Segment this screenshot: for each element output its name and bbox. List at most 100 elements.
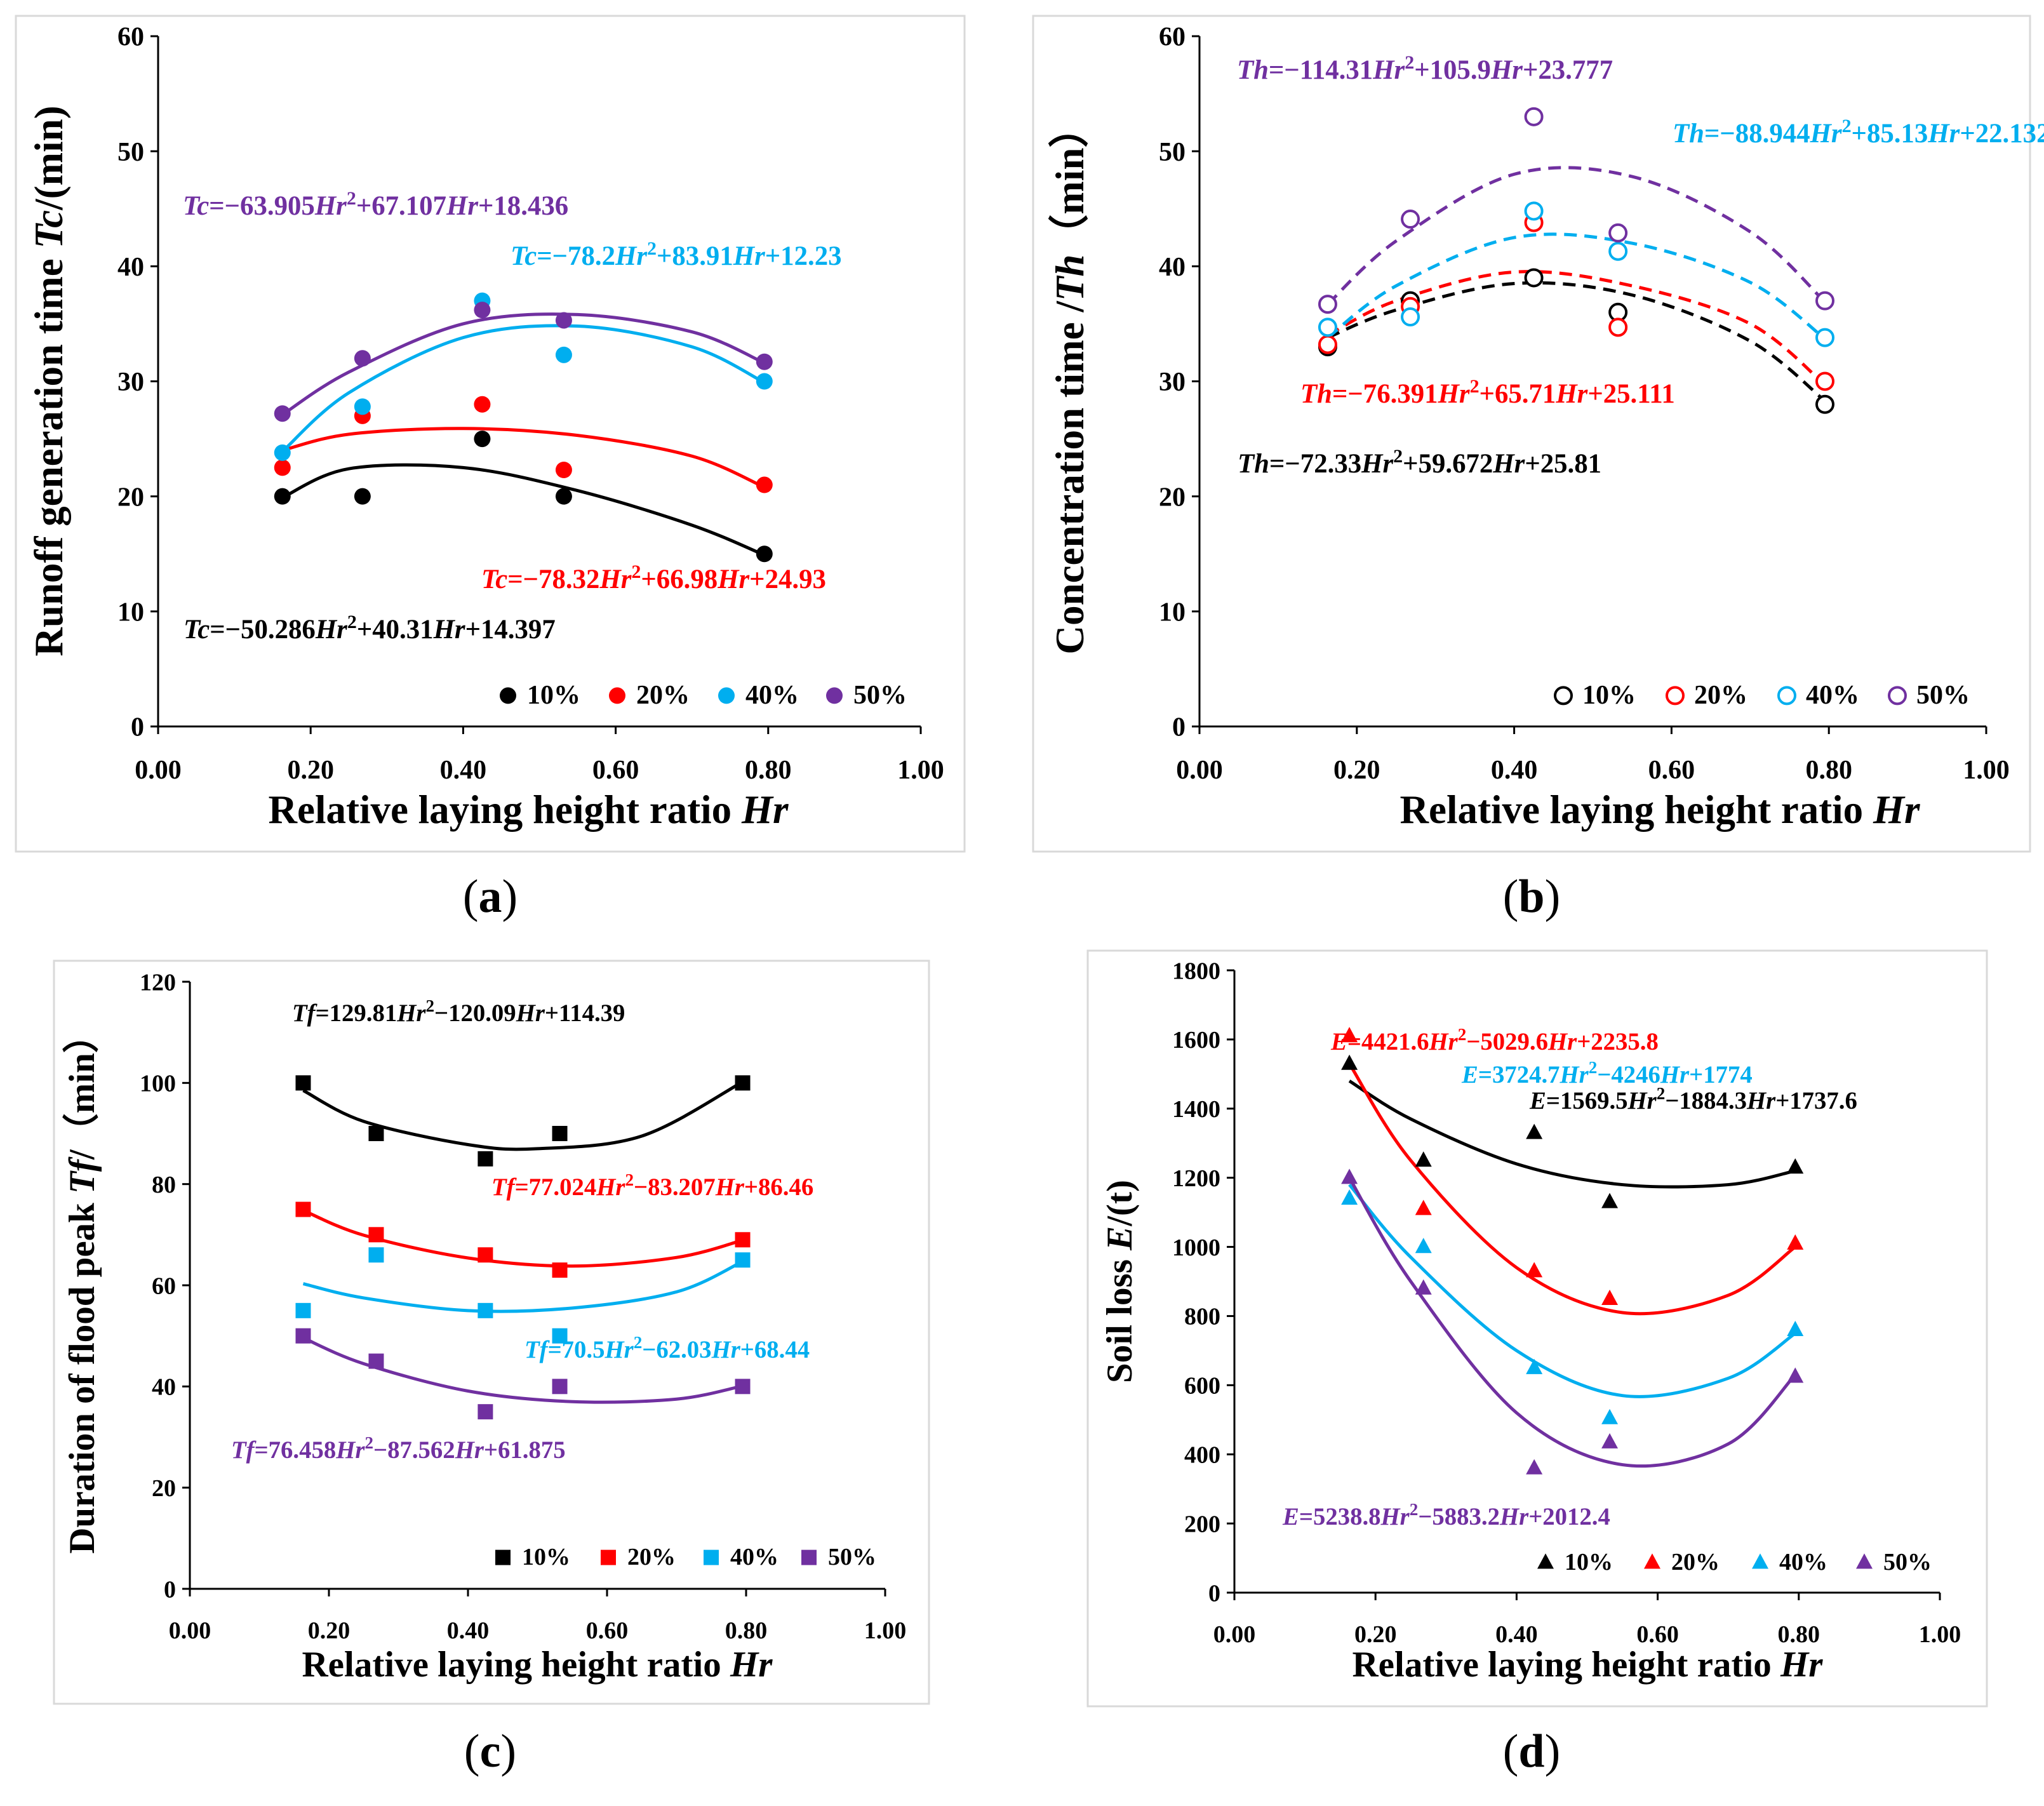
x-tick-label: 1.00 — [864, 1617, 907, 1644]
data-point — [274, 444, 291, 461]
chart-d-svg: 0 200 400 600 800 1000 1200 1400 1600 1800 0.00 0.2… — [1086, 949, 1988, 1708]
x-tick-label: 0.80 — [1805, 756, 1852, 785]
fit-equation: Th=−88.944Hr2+85.13Hr+22.132 — [1673, 116, 2044, 149]
data-point — [368, 1247, 384, 1263]
data-point — [1524, 268, 1544, 288]
data-point — [735, 1379, 751, 1395]
y-tick-label: 1000 — [1172, 1234, 1220, 1261]
data-point — [354, 398, 371, 415]
data-point — [474, 431, 491, 448]
x-tick-label: 0.00 — [169, 1617, 211, 1644]
data-point — [552, 1262, 568, 1278]
chart-a-svg: 0 10 20 30 40 50 60 0.00 0.20 0.40 0.60 0.80 1.00 Run… — [15, 15, 966, 853]
legend-label: 40% — [1779, 1549, 1827, 1575]
fit-curve — [1326, 270, 1826, 386]
data-point — [1318, 335, 1337, 354]
legend-marker — [1537, 1553, 1554, 1569]
data-point — [368, 1126, 384, 1141]
legend-label: 20% — [1694, 681, 1747, 710]
fit-curve — [1347, 1062, 1796, 1316]
data-point — [1608, 241, 1628, 261]
y-tick-label: 800 — [1184, 1304, 1220, 1330]
data-point — [1401, 210, 1420, 229]
data-point — [295, 1328, 311, 1344]
chart-frame — [53, 960, 930, 1705]
legend-marker — [500, 687, 516, 704]
chart-panel-c: 0 20 40 60 80 100 120 0.00 0.20 0.40 0.60 0.80 1.00 D… — [53, 960, 930, 1705]
y-tick-label: 100 — [140, 1071, 176, 1097]
y-axis-title: Duration of flood peak Tf/（min） — [62, 1017, 102, 1554]
x-tick-label: 0.40 — [447, 1617, 490, 1644]
x-tick-label: 0.20 — [287, 756, 334, 785]
data-point — [1415, 1200, 1432, 1215]
x-tick-label: 1.00 — [1963, 756, 2010, 785]
x-tick-label: 0.20 — [1354, 1621, 1397, 1648]
y-axis-title: Runoff generation time Tc/(min) — [27, 105, 71, 656]
data-point — [1526, 1459, 1543, 1475]
y-tick-label: 60 — [117, 23, 144, 52]
x-tick-label: 0.40 — [1491, 756, 1538, 785]
legend-marker — [609, 687, 625, 704]
legend-marker — [601, 1549, 616, 1565]
data-point — [1341, 1054, 1358, 1070]
data-point — [756, 373, 773, 390]
data-point — [274, 405, 291, 422]
data-point — [1815, 328, 1835, 347]
legend-label: 10% — [1565, 1549, 1613, 1575]
x-tick-label: 0.00 — [135, 756, 182, 785]
x-tick-label: 0.80 — [745, 756, 792, 785]
data-point — [1815, 371, 1835, 391]
legend-label: 40% — [730, 1544, 778, 1570]
x-tick-label: 0.80 — [725, 1617, 768, 1644]
data-point — [552, 1126, 568, 1141]
fit-curve — [281, 324, 765, 453]
data-point — [756, 476, 773, 493]
data-point — [1787, 1367, 1804, 1383]
fit-curve — [1348, 1183, 1796, 1398]
data-point — [478, 1247, 493, 1263]
data-point — [1526, 1123, 1543, 1139]
x-tick-label: 0.00 — [1176, 756, 1223, 785]
chart-panel-b: 0 10 20 30 40 50 60 0.00 0.20 0.40 0.60 0.80 1.00 Con… — [1032, 15, 2044, 853]
fit-equation: Tc=−78.2Hr2+83.91Hr+12.23 — [511, 238, 842, 272]
legend-marker — [826, 687, 843, 704]
y-tick-label: 20 — [1159, 483, 1186, 512]
x-tick-label: 0.40 — [1495, 1621, 1538, 1648]
data-point — [1815, 291, 1835, 311]
fit-curve — [1326, 166, 1826, 305]
legend-marker — [1777, 686, 1796, 706]
data-point — [478, 1151, 493, 1167]
y-axis-title: Soil loss E/(t) — [1100, 1180, 1140, 1383]
fit-equation: E=4421.6Hr2−5029.6Hr+2235.8 — [1330, 1025, 1659, 1055]
chart-frame — [1086, 949, 1988, 1708]
data-point — [1608, 223, 1628, 243]
data-point — [295, 1201, 311, 1217]
y-tick-label: 1800 — [1172, 958, 1220, 984]
y-tick-label: 30 — [1159, 368, 1186, 397]
data-point — [295, 1075, 311, 1091]
data-point — [1401, 307, 1420, 327]
x-axis-title: Relative laying height ratio Hr — [1400, 787, 1920, 832]
fit-curve — [1348, 1080, 1796, 1189]
fit-equation: Tc=−78.32Hr2+66.98Hr+24.93 — [481, 561, 826, 595]
y-tick-label: 30 — [117, 368, 144, 397]
data-point — [756, 353, 773, 370]
data-point — [552, 1379, 568, 1395]
fit-equation: Tc=−63.905Hr2+67.107Hr+18.436 — [183, 188, 568, 222]
y-tick-label: 80 — [152, 1172, 176, 1198]
legend-label: 10% — [527, 681, 580, 710]
y-tick-label: 50 — [117, 138, 144, 167]
y-tick-label: 10 — [1159, 598, 1186, 627]
legend-label: 40% — [745, 681, 799, 710]
y-tick-label: 200 — [1184, 1511, 1220, 1537]
fit-equation: Tf=129.81Hr2−120.09Hr+114.39 — [292, 996, 625, 1027]
chart-frame — [15, 15, 966, 853]
chart-b-svg: 0 10 20 30 40 50 60 0.00 0.20 0.40 0.60 0.80 1.00 Con… — [1032, 15, 2044, 853]
legend-marker — [718, 687, 735, 704]
data-point — [1341, 1168, 1358, 1184]
legend-marker — [1644, 1553, 1660, 1569]
y-tick-label: 0 — [164, 1576, 176, 1603]
legend-marker — [1752, 1553, 1768, 1569]
data-point — [368, 1353, 384, 1369]
fit-equation: Tc=−50.286Hr2+40.31Hr+14.397 — [184, 612, 556, 645]
